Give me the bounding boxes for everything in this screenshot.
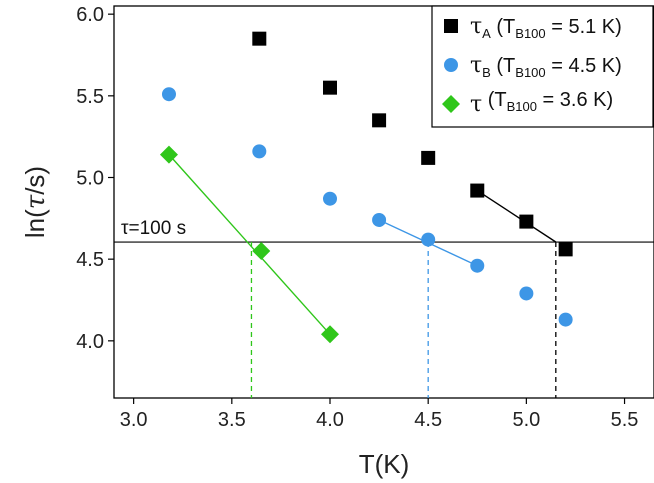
legend-label-part: = 5.1 K) — [546, 16, 622, 38]
legend-label-tau: τ (TB100 = 3.6 K) — [470, 89, 613, 117]
data-point-tauA — [558, 242, 573, 257]
legend-label-part: B — [482, 65, 491, 80]
legend-marker-tauB — [444, 58, 458, 72]
legend-label-tauB: τB (TB100 = 4.5 K) — [470, 53, 622, 80]
data-point-tauA — [252, 31, 267, 46]
legend-label-part: B100 — [515, 65, 545, 80]
data-point-tauB — [252, 144, 267, 159]
x-tick-label: 5.0 — [512, 409, 540, 431]
data-point-tauA — [519, 214, 534, 229]
y-tick-label: 4.5 — [76, 249, 104, 271]
legend-label-part: (T — [491, 16, 515, 38]
y-tick-label: 6.0 — [76, 4, 104, 26]
legend: τA (TB100 = 5.1 K)τB (TB100 = 4.5 K)τ (T… — [431, 5, 654, 128]
y-axis-title-prefix: ln( — [20, 209, 50, 238]
data-point-tauB — [372, 212, 387, 227]
fit-line — [168, 154, 331, 335]
legend-label-part: B100 — [515, 26, 545, 41]
data-point-tauB — [470, 258, 485, 273]
legend-label-part: τ — [470, 92, 482, 117]
x-tick-label: 4.0 — [316, 409, 344, 431]
legend-label-part: = 3.6 K) — [537, 89, 613, 111]
fit-line — [476, 189, 557, 243]
data-point-tauA — [421, 150, 436, 165]
x-tick-label: 5.5 — [611, 409, 639, 431]
y-tick-label: 4.0 — [76, 331, 104, 353]
legend-label-part: τ — [470, 14, 482, 39]
legend-marker-tauA — [444, 19, 458, 33]
legend-label-part: (T — [482, 89, 506, 111]
legend-label-tauA: τA (TB100 = 5.1 K) — [470, 14, 622, 41]
data-point-tauB — [161, 87, 176, 102]
y-axis-title: ln(τ/s) — [20, 166, 51, 238]
y-axis-title-tau: τ — [21, 194, 51, 209]
threshold-label: τ=100 s — [121, 218, 186, 239]
data-point-tau — [252, 242, 271, 260]
y-axis-title-suffix: /s) — [20, 166, 50, 195]
legend-label-part: τ — [470, 53, 482, 78]
legend-marker-tau — [442, 95, 460, 113]
data-point-tauB — [421, 232, 436, 247]
data-point-tauB — [558, 312, 573, 327]
x-tick-label: 3.5 — [218, 409, 246, 431]
x-axis-title: T(K) — [359, 449, 410, 479]
legend-label-part: = 4.5 K) — [546, 55, 622, 77]
data-point-tauB — [519, 286, 534, 301]
legend-box — [431, 5, 654, 128]
data-point-tauA — [372, 113, 387, 128]
data-point-tauA — [323, 80, 337, 95]
data-point-tau — [159, 145, 178, 164]
y-tick-label: 5.5 — [76, 86, 104, 108]
plot-frame — [113, 5, 654, 399]
data-point-tau — [321, 325, 339, 344]
x-tick-label: 4.5 — [414, 409, 442, 431]
legend-label-part: (T — [491, 55, 515, 77]
legend-label-part: A — [482, 26, 491, 41]
legend-label-part: B100 — [507, 99, 537, 114]
data-point-tauB — [323, 191, 337, 206]
data-point-tauA — [470, 183, 485, 198]
x-tick-label: 3.0 — [120, 409, 148, 431]
y-tick-label: 5.0 — [76, 168, 104, 190]
